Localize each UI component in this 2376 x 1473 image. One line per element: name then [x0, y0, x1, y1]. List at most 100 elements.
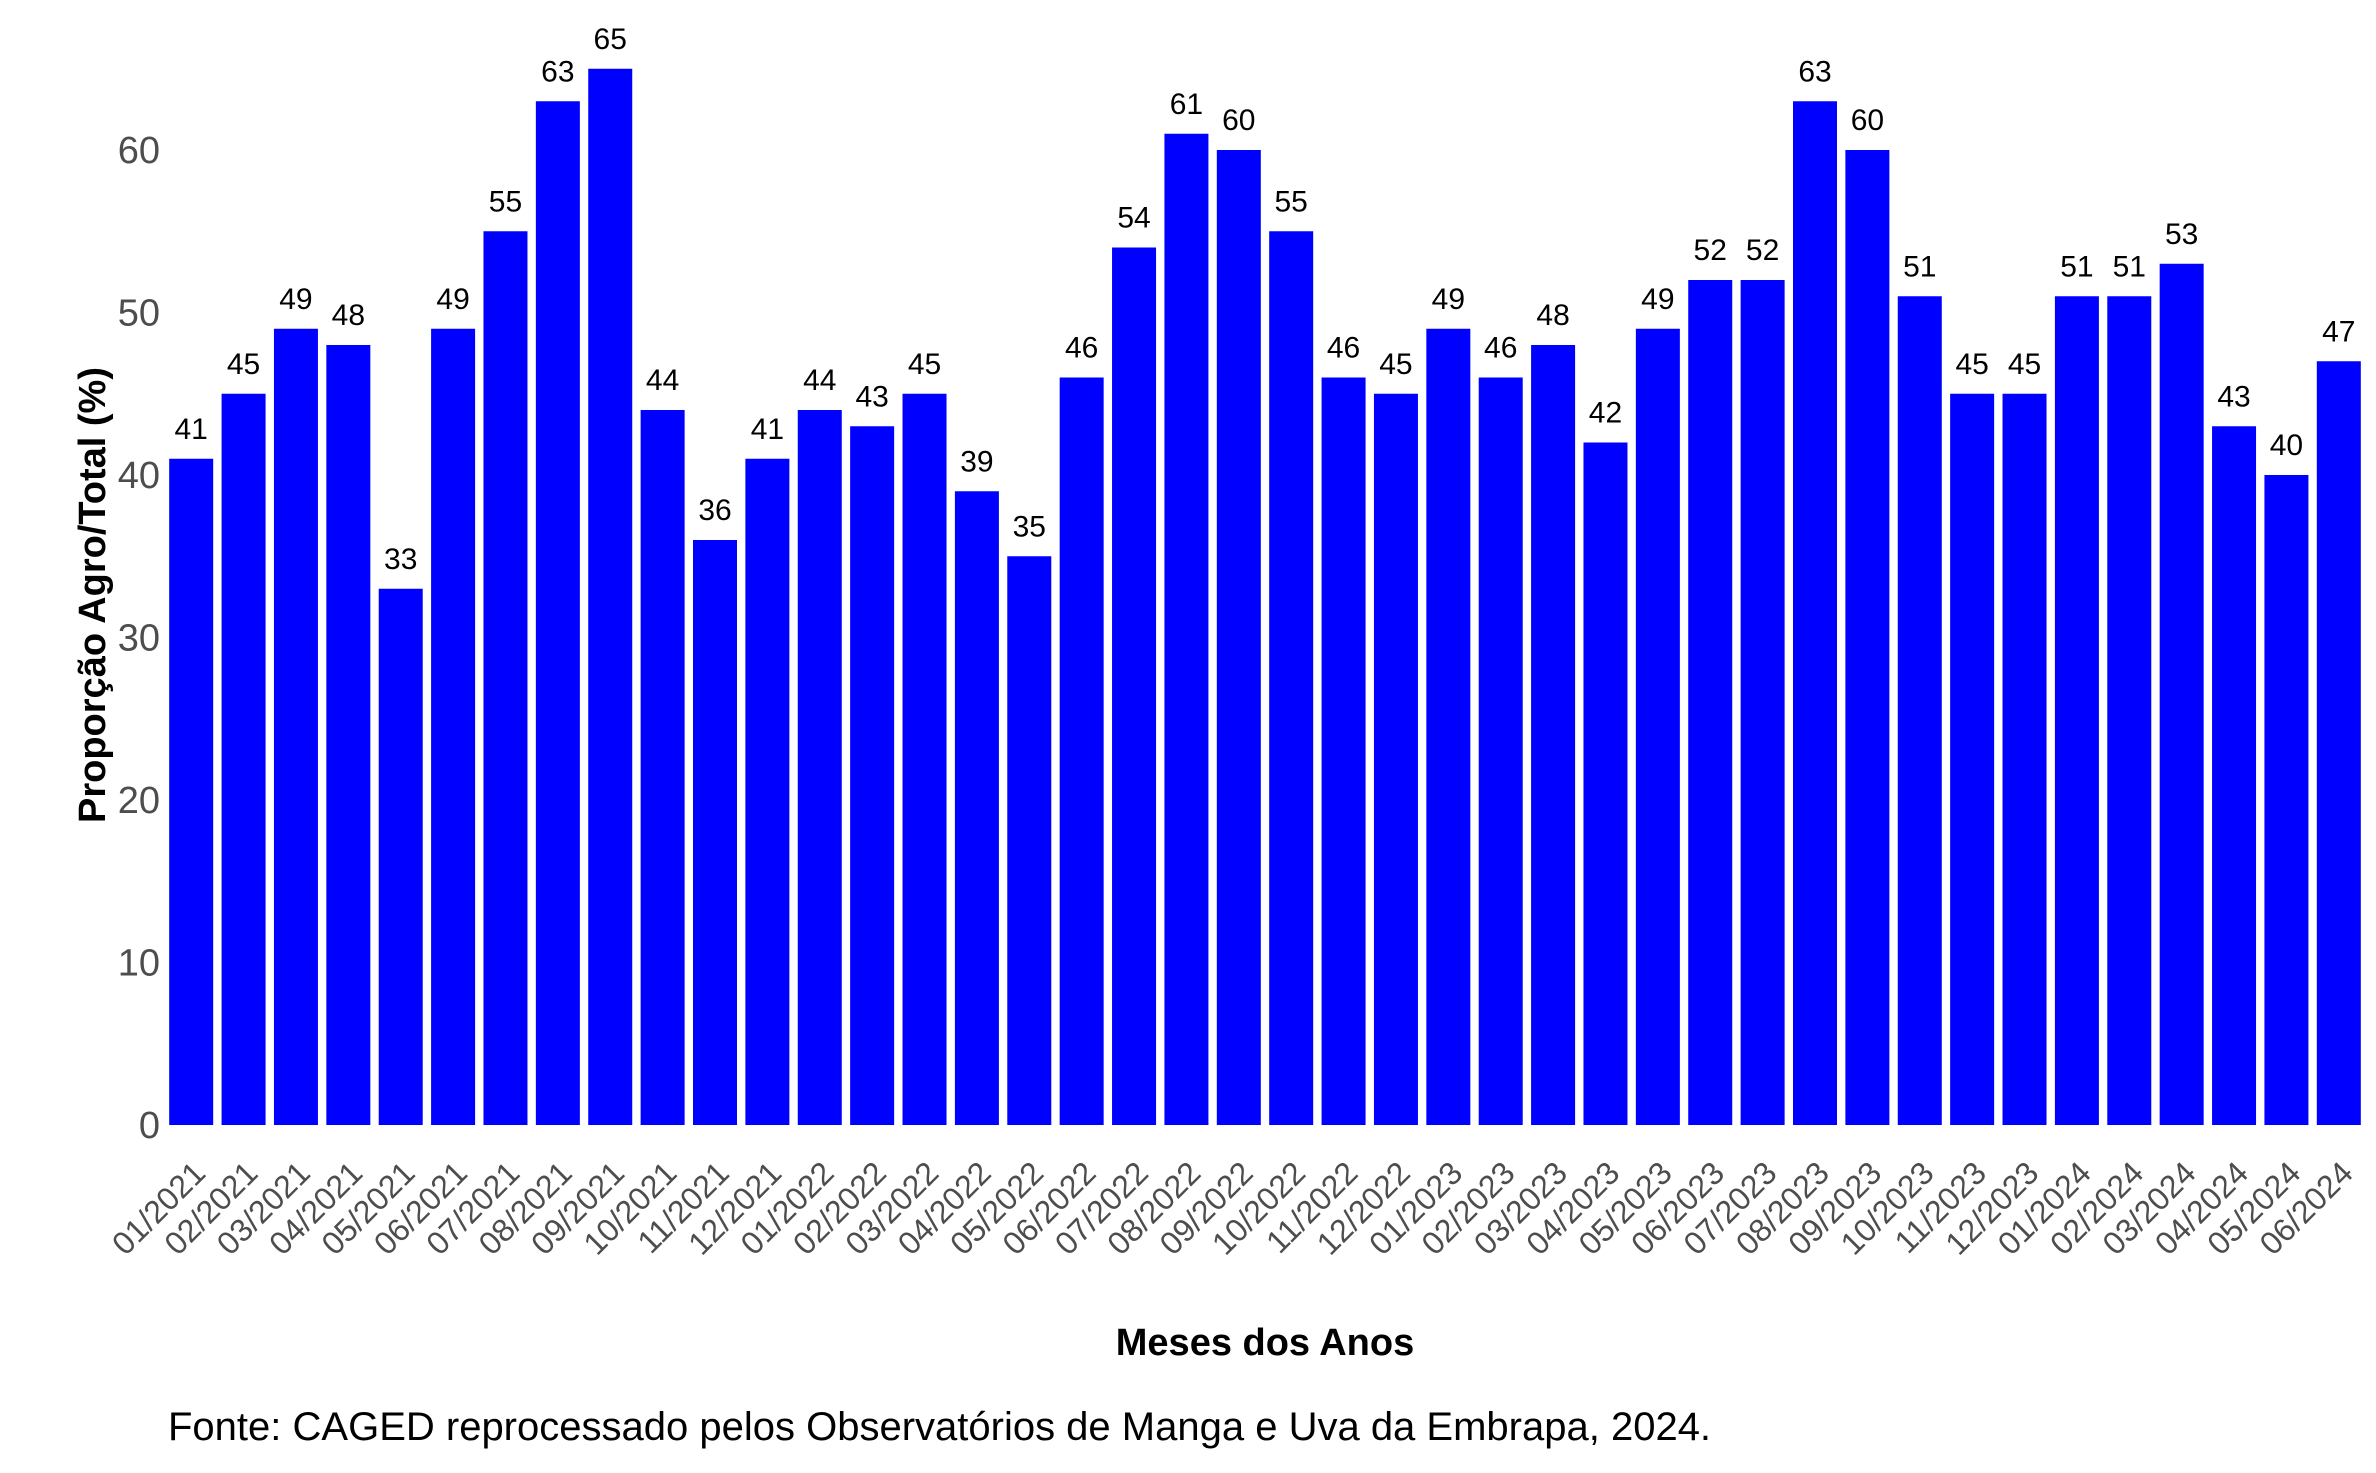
bar — [2316, 361, 2361, 1125]
bar — [483, 231, 528, 1125]
bar — [1740, 280, 1785, 1125]
data-label: 65 — [594, 23, 627, 56]
data-label: 45 — [1379, 348, 1412, 381]
x-axis-title: Meses dos Anos — [1116, 1322, 1414, 1364]
data-label: 55 — [1275, 185, 1308, 218]
source-caption: Fonte: CAGED reprocessado pelos Observat… — [168, 1405, 1711, 1449]
bar — [1478, 377, 1523, 1125]
bar — [1373, 393, 1418, 1125]
data-label: 51 — [1903, 250, 1936, 283]
data-label: 51 — [2113, 250, 2146, 283]
bar — [1269, 231, 1314, 1125]
bar — [535, 101, 580, 1125]
bar — [850, 426, 895, 1125]
bar — [1321, 377, 1366, 1125]
bar — [1426, 328, 1471, 1125]
bar — [273, 328, 318, 1125]
data-label: 55 — [489, 185, 522, 218]
bars — [169, 68, 2361, 1125]
y-tick-label: 10 — [118, 943, 160, 985]
data-label: 54 — [1117, 202, 1150, 235]
bar — [2212, 426, 2257, 1125]
bar — [1897, 296, 1942, 1125]
bar — [1583, 442, 1628, 1125]
bar — [745, 458, 790, 1125]
bar — [431, 328, 476, 1125]
data-label: 48 — [332, 299, 365, 332]
data-label: 36 — [698, 494, 731, 527]
y-tick-label: 0 — [139, 1105, 160, 1147]
y-axis-ticks: 0 10 20 30 40 50 60 — [118, 130, 160, 1147]
data-label: 46 — [1484, 332, 1517, 365]
bar — [221, 393, 266, 1125]
bar — [169, 458, 214, 1125]
data-label: 41 — [751, 413, 784, 446]
bar — [1793, 101, 1837, 1125]
data-label: 46 — [1065, 332, 1098, 365]
bar — [797, 410, 842, 1125]
data-label: 47 — [2322, 315, 2355, 348]
data-label: 60 — [1222, 104, 1255, 137]
data-label: 45 — [908, 348, 941, 381]
bar — [1216, 150, 1261, 1125]
bar — [902, 393, 947, 1125]
y-tick-label: 60 — [118, 130, 160, 172]
bar — [693, 540, 737, 1125]
bar — [326, 345, 371, 1125]
data-label: 52 — [1746, 234, 1779, 267]
bar — [1007, 556, 1052, 1125]
data-label: 45 — [227, 348, 260, 381]
bar — [1531, 345, 1576, 1125]
data-label: 61 — [1170, 88, 1203, 121]
y-tick-label: 40 — [118, 455, 160, 497]
data-label: 41 — [175, 413, 208, 446]
bar — [2107, 296, 2152, 1125]
data-label: 49 — [1432, 283, 1465, 316]
data-label: 60 — [1851, 104, 1884, 137]
data-label: 49 — [436, 283, 469, 316]
data-label: 53 — [2165, 218, 2198, 251]
bar — [1112, 247, 1157, 1125]
data-label: 33 — [384, 543, 417, 576]
data-label: 45 — [1955, 348, 1988, 381]
bar — [2002, 393, 2047, 1125]
bar — [588, 68, 633, 1125]
data-label: 48 — [1536, 299, 1569, 332]
data-label: 52 — [1694, 234, 1727, 267]
data-label: 46 — [1327, 332, 1360, 365]
data-label: 39 — [960, 445, 993, 478]
data-label: 49 — [279, 283, 312, 316]
bar — [1164, 133, 1209, 1125]
bar — [1950, 393, 1995, 1125]
bar — [2264, 475, 2309, 1125]
data-label: 45 — [2008, 348, 2041, 381]
bar — [2054, 296, 2099, 1125]
data-label: 42 — [1589, 397, 1622, 430]
bar — [954, 491, 999, 1125]
bar — [2159, 263, 2204, 1125]
data-labels: 41 45 49 48 33 49 55 63 65 44 36 41 44 43 45 39 35 46 54 61… — [175, 23, 2356, 576]
bar — [1059, 377, 1104, 1125]
y-tick-label: 30 — [118, 618, 160, 660]
bar — [378, 588, 423, 1125]
data-label: 44 — [803, 364, 836, 397]
y-tick-label: 20 — [118, 780, 160, 822]
data-label: 35 — [1013, 510, 1046, 543]
data-label: 43 — [2217, 380, 2250, 413]
data-label: 51 — [2060, 250, 2093, 283]
data-label: 63 — [541, 55, 574, 88]
y-axis-title: Proporção Agro/Total (%) — [72, 367, 114, 823]
y-tick-label: 50 — [118, 293, 160, 335]
x-axis-ticks: 01/202102/202103/202104/202105/202106/20… — [105, 1154, 2360, 1261]
bar — [1688, 280, 1733, 1125]
data-label: 43 — [855, 380, 888, 413]
data-label: 49 — [1641, 283, 1674, 316]
data-label: 40 — [2270, 429, 2303, 462]
data-label: 63 — [1798, 55, 1831, 88]
data-label: 44 — [646, 364, 679, 397]
bar — [640, 410, 685, 1125]
bar — [1635, 328, 1680, 1125]
bar — [1845, 150, 1890, 1125]
